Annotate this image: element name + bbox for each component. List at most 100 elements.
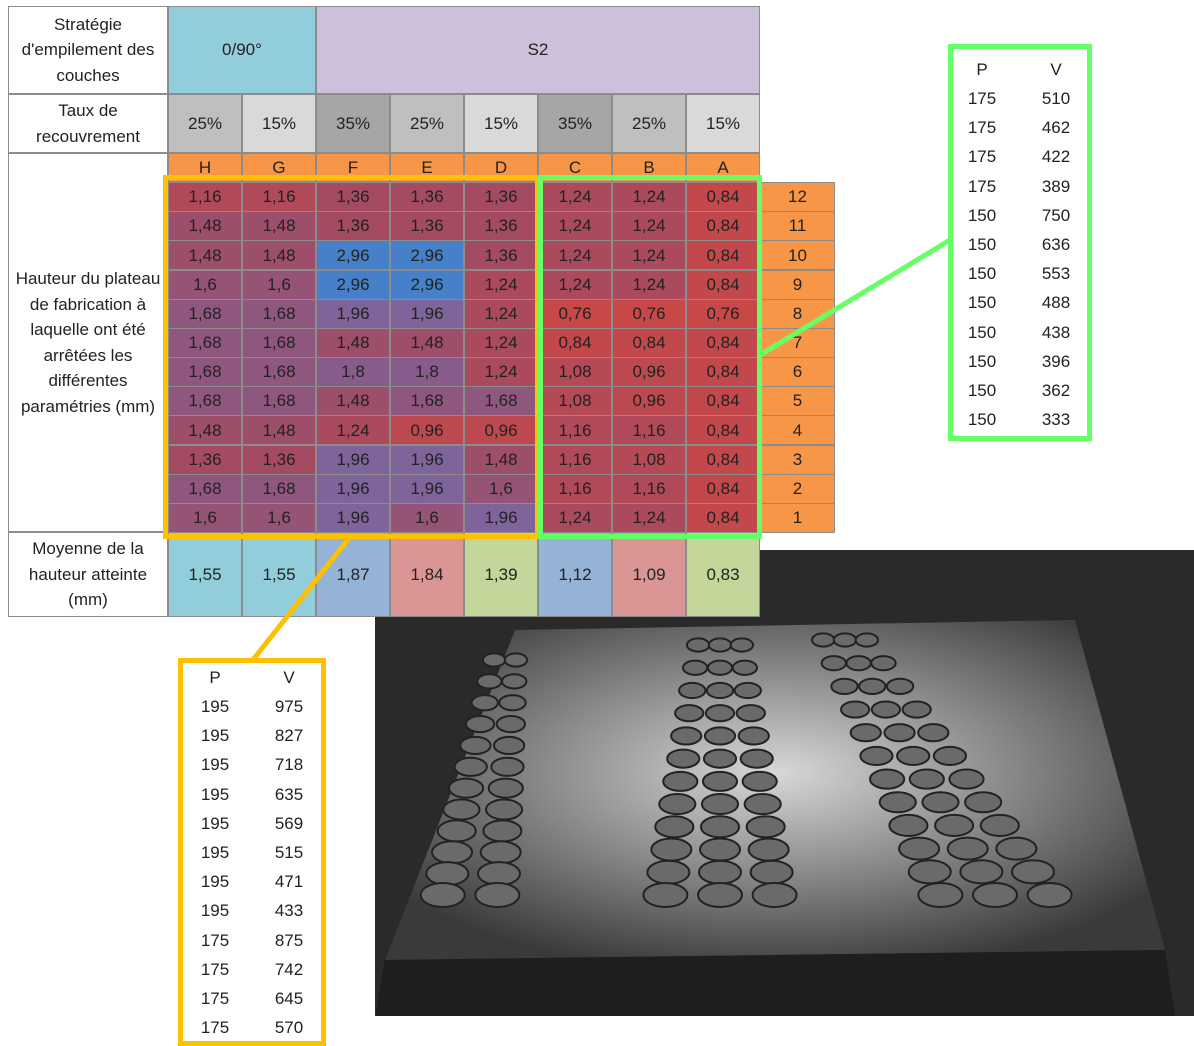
height-cell: 1,6: [464, 473, 538, 504]
param-value: 471: [274, 872, 304, 892]
sample: [699, 815, 741, 839]
row-number: 6: [760, 357, 835, 388]
sample: [642, 882, 689, 908]
sample: [1026, 882, 1073, 908]
overlap: 35%: [538, 94, 612, 153]
sample: [464, 715, 496, 734]
param-value: 150: [967, 293, 997, 313]
height-cell: 0,84: [686, 386, 760, 417]
row-number: 3: [760, 444, 835, 475]
height-cell: 1,96: [390, 473, 464, 504]
height-cell: 1,6: [168, 502, 242, 533]
sample: [917, 882, 964, 908]
height-cell: 1,24: [464, 298, 538, 329]
average: 1,09: [612, 532, 686, 617]
sample: [845, 655, 872, 672]
height-cell: 1,48: [242, 240, 316, 271]
sample: [481, 652, 507, 668]
param-value: 195: [200, 755, 230, 775]
sample: [498, 694, 527, 712]
height-cell: 1,68: [242, 357, 316, 388]
overlap: 35%: [316, 94, 390, 153]
overlap: 25%: [612, 94, 686, 153]
sample: [700, 793, 740, 816]
sample: [839, 700, 871, 719]
row-number: 10: [760, 240, 835, 271]
sample: [743, 793, 782, 816]
height-cell: 1,96: [316, 473, 390, 504]
sample: [901, 700, 932, 719]
param-value: 433: [274, 901, 304, 921]
sample: [870, 655, 897, 672]
param-value: 488: [1041, 293, 1071, 313]
sample: [682, 659, 709, 676]
param-value: 333: [1041, 410, 1071, 430]
param-value: 510: [1041, 89, 1071, 108]
sample: [442, 798, 481, 821]
height-cell: 0,84: [686, 211, 760, 242]
height-cell: 1,24: [612, 182, 686, 213]
height-cell: 1,68: [242, 386, 316, 417]
height-cell: 1,48: [316, 327, 390, 358]
height-cell: 1,24: [612, 502, 686, 533]
height-cell: 0,96: [612, 357, 686, 388]
param-value: 396: [1041, 351, 1071, 371]
sample: [650, 837, 693, 862]
param-value: 462: [1041, 118, 1071, 138]
height-cell: 0,84: [538, 327, 612, 358]
height-cell: 0,76: [538, 298, 612, 329]
param-value: 195: [200, 726, 230, 746]
height-cell: 1,16: [538, 444, 612, 475]
row-number: 12: [760, 182, 835, 213]
sample: [898, 836, 941, 861]
overlap-label: Taux de recouvrement: [8, 94, 168, 153]
param-header: P: [209, 668, 221, 687]
strategy: S2: [316, 6, 760, 94]
height-cell: 1,24: [464, 357, 538, 388]
sample: [885, 677, 915, 695]
sample: [859, 745, 894, 766]
sample: [503, 652, 529, 668]
height-cell: 1,48: [168, 211, 242, 242]
row-number: 11: [760, 211, 835, 242]
height-cell: 1,24: [612, 269, 686, 300]
height-cell: 1,48: [464, 444, 538, 475]
param-value: 827: [274, 726, 304, 746]
height-cell: 0,76: [612, 298, 686, 329]
average: 1,55: [242, 532, 316, 617]
param-value: 150: [967, 235, 997, 254]
average: 1,87: [316, 532, 390, 617]
sample: [470, 694, 499, 712]
param-value: 515: [274, 843, 304, 862]
sample: [858, 677, 887, 695]
sample: [934, 813, 975, 837]
sample: [854, 632, 880, 648]
sample: [670, 726, 703, 746]
sample: [869, 768, 906, 790]
row-number: 2: [760, 473, 835, 504]
average-label: Moyenne de la hauteur atteinte (mm): [8, 532, 168, 617]
sample: [658, 793, 697, 816]
average: 1,55: [168, 532, 242, 617]
sample: [946, 836, 989, 861]
row-number: 7: [760, 327, 835, 358]
height-cell: 1,96: [316, 298, 390, 329]
param-value: 422: [1041, 147, 1071, 167]
strategy-label: Stratégie d'empilement des couches: [8, 6, 168, 94]
sample: [705, 681, 735, 700]
param-value: 150: [967, 410, 997, 430]
sample: [888, 813, 929, 837]
height-cell: 1,96: [390, 444, 464, 475]
height-cell: 1,36: [316, 211, 390, 242]
height-cell: 0,84: [686, 444, 760, 475]
sample: [972, 882, 1018, 908]
green-frame: [538, 175, 762, 539]
height-cell: 1,8: [316, 357, 390, 388]
sample: [979, 813, 1020, 837]
sample: [878, 791, 917, 814]
sample: [476, 673, 503, 690]
height-cell: 0,84: [686, 357, 760, 388]
param-value: 569: [274, 813, 304, 833]
height-cell: 0,84: [612, 327, 686, 358]
height-cell: 0,96: [390, 415, 464, 446]
